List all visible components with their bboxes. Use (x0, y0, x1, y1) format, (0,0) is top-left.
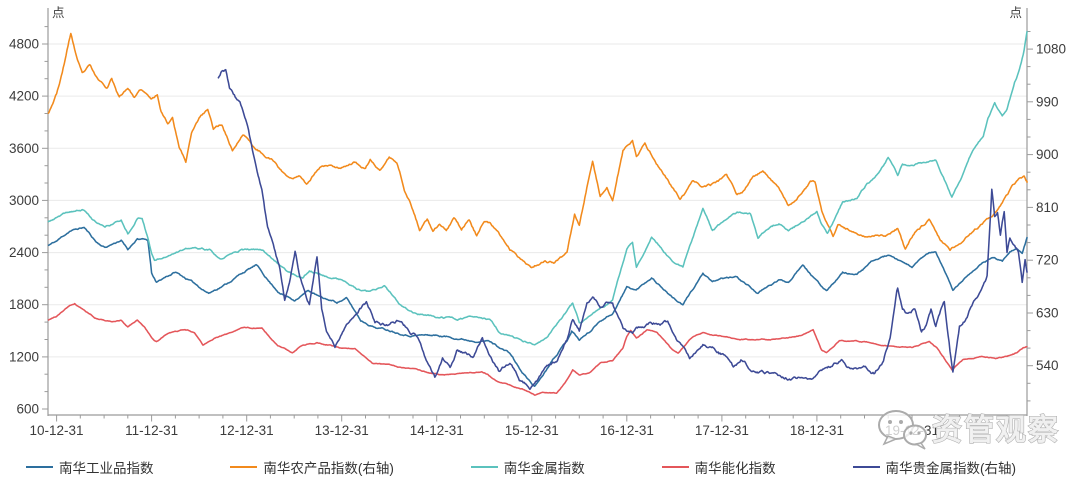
legend-swatch-precious-metals (852, 466, 880, 468)
axes (47, 8, 1028, 416)
legend-label-metals: 南华金属指数 (503, 461, 585, 476)
legend-swatch-industrial (26, 466, 53, 468)
series-energy-chem-line (47, 302, 1028, 396)
legend-item-energy-chem[interactable]: 南华能化指数 (661, 457, 776, 477)
right-axis-tick-label: 540 (1036, 358, 1059, 373)
legend-item-precious-metals[interactable]: 南华贵金属指数(右轴) (852, 457, 1017, 477)
left-axis: 600 1200 1800 2400 3000 3600 4200 4800 点 (9, 6, 65, 417)
series-industrial-line (47, 226, 1028, 387)
x-axis-tick-label: 16-12-31 (600, 423, 654, 438)
right-axis-tick-label: 990 (1036, 94, 1059, 109)
left-axis-tick-label: 1800 (9, 297, 39, 312)
legend-swatch-agriculture (230, 466, 258, 468)
legend-item-industrial[interactable]: 南华工业品指数 (26, 457, 154, 477)
right-axis-tick-label: 1080 (1036, 42, 1066, 57)
x-axis-tick-label: 17-12-31 (695, 423, 749, 438)
x-axis: 10-12-31 11-12-31 12-12-31 13-12-31 14-12-31… (30, 415, 1008, 438)
gridlines (48, 43, 1027, 358)
left-axis-tick-label: 3000 (9, 193, 39, 208)
right-axis-tick-label: 810 (1036, 200, 1059, 215)
x-axis-tick-label: 12-12-31 (220, 423, 274, 438)
left-axis-tick-label: 4200 (9, 89, 39, 104)
series-metals-line (47, 30, 1028, 346)
legend-label-agriculture: 南华农产品指数(右轴) (263, 461, 394, 476)
legend-swatch-energy-chem (661, 466, 689, 468)
series-precious-metals-line (217, 68, 1028, 391)
x-axis-tick-label: 10-12-31 (30, 423, 84, 438)
legend-item-agriculture[interactable]: 南华农产品指数(右轴) (230, 457, 394, 477)
legend-label-industrial: 南华工业品指数 (59, 461, 154, 476)
left-axis-tick-label: 3600 (9, 141, 39, 156)
right-axis-tick-label: 900 (1036, 147, 1059, 162)
series-agriculture-line (47, 32, 1028, 269)
right-axis-tick-label: 720 (1036, 253, 1059, 268)
x-axis-tick-label: 11-12-31 (125, 423, 178, 438)
left-axis-tick-label: 2400 (9, 245, 39, 260)
x-axis-tick-label: 14-12-31 (410, 423, 464, 438)
right-axis-tick-label: 630 (1036, 305, 1059, 320)
legend-label-energy-chem: 南华能化指数 (694, 461, 776, 476)
right-axis-unit-label: 点 (1009, 6, 1022, 20)
legend-label-precious-metals: 南华贵金属指数(右轴) (885, 461, 1017, 476)
left-axis-tick-label: 1200 (9, 349, 39, 364)
series (47, 30, 1028, 396)
legend-item-metals[interactable]: 南华金属指数 (470, 457, 585, 477)
x-axis-tick-label: 19-12-31 (885, 423, 939, 438)
left-axis-tick-label: 4800 (9, 36, 39, 51)
x-axis-tick-label: 13-12-31 (315, 423, 369, 438)
legend-swatch-metals (470, 466, 498, 468)
legend: 南华工业品指数 南华农产品指数(右轴) 南华金属指数 南华能化指数 南华贵金属指… (0, 452, 1080, 482)
left-axis-unit-label: 点 (52, 6, 65, 20)
x-axis-tick-label: 18-12-31 (790, 423, 844, 438)
x-axis-tick-label: 15-12-31 (505, 423, 559, 438)
left-axis-tick-label: 600 (16, 402, 39, 417)
right-axis: 540 630 720 810 900 990 1080 点 (1009, 6, 1066, 402)
